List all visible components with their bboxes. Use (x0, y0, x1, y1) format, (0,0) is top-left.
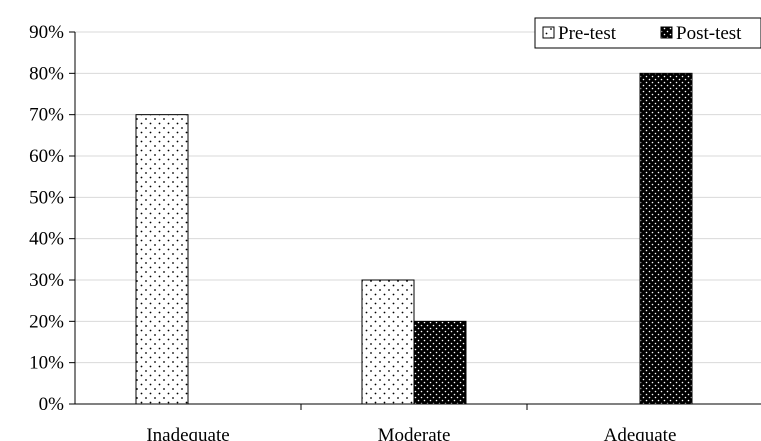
y-tick-label: 40% (29, 229, 64, 250)
y-tick-label: 20% (29, 311, 64, 332)
x-category-label: Inadequate (146, 425, 229, 441)
bar-post-test-moderate (413, 320, 467, 405)
y-tick-label: 0% (39, 394, 65, 415)
y-tick-label: 80% (29, 63, 64, 84)
y-tick-label: 90% (29, 22, 64, 43)
legend-swatch (660, 26, 673, 39)
bar-post-test-adequate (639, 72, 693, 405)
legend: Pre-test Post-test (534, 17, 761, 49)
y-tick-label: 70% (29, 105, 64, 126)
bar-pre-test-moderate (361, 279, 415, 405)
legend-label: Post-test (676, 23, 742, 44)
y-tick-labels: 0% 10% 20% 30% 40% 50% 60% 70% 80% 90% (29, 22, 64, 415)
y-tick-label: 60% (29, 146, 64, 167)
bar-pre-test-inadequate (135, 114, 189, 405)
x-category-label: Moderate (378, 425, 451, 441)
y-tick-label: 30% (29, 270, 64, 291)
y-tick-label: 50% (29, 187, 64, 208)
gridlines (75, 31, 761, 364)
legend-swatch (542, 26, 555, 39)
x-category-label: Adequate (604, 425, 677, 441)
bars (135, 72, 693, 405)
legend-box (534, 17, 761, 49)
x-category-labels: Inadequate Moderate Adequate (146, 425, 676, 441)
y-tick-label: 10% (29, 353, 64, 374)
legend-label: Pre-test (558, 23, 617, 44)
